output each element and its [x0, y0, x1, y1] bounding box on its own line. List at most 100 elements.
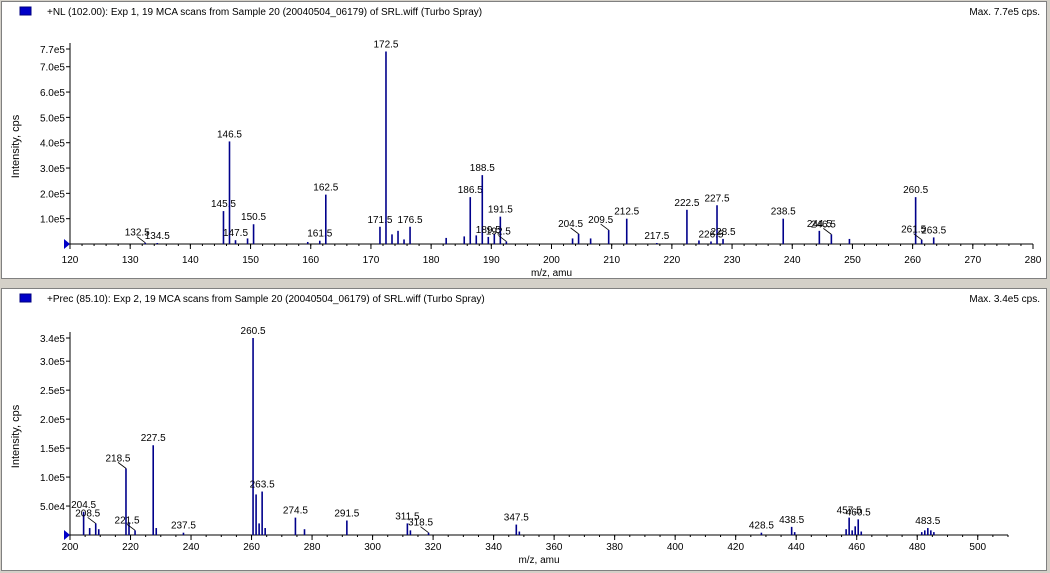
x-tick-label: 160 [302, 255, 319, 266]
x-tick-label: 240 [183, 542, 200, 553]
peak-label: 147.5 [223, 228, 248, 239]
x-tick-label: 400 [667, 542, 684, 553]
peak-label: 171.5 [367, 215, 392, 226]
peak-label: 318.5 [408, 518, 433, 529]
peak-label: 191.5 [488, 205, 513, 216]
peak-label: 188.5 [470, 163, 495, 174]
peak-label: 204.5 [71, 500, 96, 511]
x-tick-label: 270 [964, 255, 981, 266]
spectrum-panel-nl: +NL (102.00): Exp 1, 19 MCA scans from S… [1, 1, 1047, 279]
x-tick-label: 500 [969, 542, 986, 553]
x-tick-label: 360 [546, 542, 563, 553]
peak-label: 263.5 [921, 225, 946, 236]
peak-label: 212.5 [614, 207, 639, 218]
x-axis-label: m/z, amu [531, 268, 572, 278]
y-tick-label: 2.0e5 [40, 189, 65, 200]
peak-label: 227.5 [705, 193, 730, 204]
peak-label: 132.5 [125, 228, 150, 239]
x-tick-label: 440 [788, 542, 805, 553]
peak-label-leader [498, 235, 507, 242]
peak-label: 186.5 [458, 185, 483, 196]
x-tick-label: 130 [122, 255, 139, 266]
peak-label: 150.5 [241, 212, 266, 223]
peak-label: 209.5 [588, 215, 613, 226]
y-axis-label: Intensity, cps [10, 114, 22, 178]
peak-label: 260.5 [241, 326, 266, 337]
x-tick-label: 200 [543, 255, 560, 266]
y-tick-label: 1.5e5 [40, 444, 65, 455]
peak-label: 311.5 [395, 511, 420, 522]
peak-label: 238.5 [771, 207, 796, 218]
x-tick-label: 340 [485, 542, 502, 553]
spectrum-panel-prec: +Prec (85.10): Exp 2, 19 MCA scans from … [1, 288, 1047, 571]
y-tick-label: 5.0e4 [40, 502, 65, 513]
x-tick-label: 280 [304, 542, 321, 553]
max-intensity-label: Max. 7.7e5 cps. [969, 7, 1040, 18]
peak-label: 460.5 [846, 507, 871, 518]
peak-label: 145.5 [211, 199, 236, 210]
peak-label: 222.5 [674, 198, 699, 209]
x-tick-label: 230 [724, 255, 741, 266]
peak-label: 208.5 [75, 508, 100, 519]
peak-label: 146.5 [217, 129, 242, 140]
peak-label: 438.5 [779, 515, 804, 526]
y-tick-label: 7.7e5 [40, 45, 65, 56]
peak-label-leader [600, 223, 609, 231]
peak-label-leader [913, 233, 922, 241]
peak-label-leader [87, 517, 96, 524]
peak-label: 237.5 [171, 521, 196, 532]
y-tick-label: 2.0e5 [40, 415, 65, 426]
y-tick-label: 3.0e5 [40, 357, 65, 368]
peak-label-leader [420, 526, 429, 534]
x-tick-label: 250 [844, 255, 861, 266]
x-tick-label: 210 [603, 255, 620, 266]
peak-label: 483.5 [915, 516, 940, 527]
y-tick-label: 5.0e5 [40, 113, 65, 124]
peak-label: 291.5 [334, 509, 359, 520]
y-tick-label: 1.0e5 [40, 215, 65, 226]
x-tick-label: 220 [664, 255, 681, 266]
peak-label-leader [823, 228, 832, 235]
x-tick-label: 150 [242, 255, 259, 266]
chart-title: +Prec (85.10): Exp 2, 19 MCA scans from … [47, 294, 485, 305]
axis-origin-marker-icon [64, 239, 70, 249]
peak-label: 274.5 [283, 506, 308, 517]
experiment-marker-icon [19, 6, 32, 16]
peak-label: 226.5 [698, 229, 723, 240]
peak-label: 204.5 [558, 219, 583, 230]
peak-label: 227.5 [141, 433, 166, 444]
peak-label: 347.5 [504, 513, 529, 524]
peak-label: 428.5 [749, 521, 774, 532]
peak-label: 263.5 [250, 480, 275, 491]
peak-label: 261.5 [901, 225, 926, 236]
axis-origin-marker-icon [64, 530, 70, 540]
peak-label-leader [117, 462, 127, 469]
peak-label: 221.5 [115, 515, 140, 526]
x-tick-label: 170 [363, 255, 380, 266]
experiment-marker-icon [19, 293, 32, 303]
peak-label: 246.5 [811, 219, 836, 230]
max-intensity-label: Max. 3.4e5 cps. [969, 294, 1040, 305]
peak-label-leader [570, 227, 579, 235]
peak-label: 162.5 [313, 183, 338, 194]
peak-label: 189.5 [476, 225, 501, 236]
peak-label: 161.5 [307, 229, 332, 240]
x-tick-label: 180 [423, 255, 440, 266]
x-tick-label: 460 [848, 542, 865, 553]
y-tick-label: 3.0e5 [40, 164, 65, 175]
x-tick-label: 260 [904, 255, 921, 266]
x-tick-label: 220 [122, 542, 139, 553]
x-tick-label: 480 [909, 542, 926, 553]
y-tick-label: 7.0e5 [40, 63, 65, 74]
x-tick-label: 300 [364, 542, 381, 553]
peak-label: 134.5 [145, 231, 170, 242]
peak-label: 217.5 [644, 231, 669, 242]
x-tick-label: 380 [606, 542, 623, 553]
y-tick-label: 2.5e5 [40, 386, 65, 397]
y-tick-label: 3.4e5 [40, 334, 65, 345]
x-tick-label: 260 [243, 542, 260, 553]
nl-spectrum-chart[interactable]: +NL (102.00): Exp 1, 19 MCA scans from S… [2, 2, 1046, 278]
x-axis-label: m/z, amu [518, 555, 559, 566]
x-tick-label: 280 [1025, 255, 1042, 266]
prec-spectrum-chart[interactable]: +Prec (85.10): Exp 2, 19 MCA scans from … [2, 289, 1046, 570]
